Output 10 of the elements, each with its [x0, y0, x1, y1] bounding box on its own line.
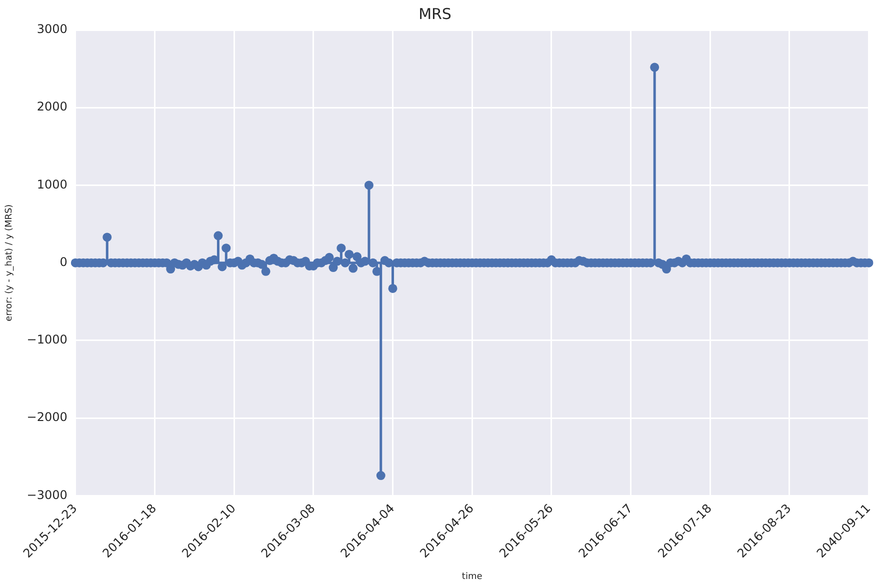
y-tick-label: 0: [60, 254, 68, 269]
y-axis-title: error: (y - y_hat) / y (MRS): [4, 204, 15, 322]
y-tick-label: 3000: [36, 22, 68, 36]
y-tick-label: −2000: [26, 410, 68, 424]
y-tick-label: −1000: [26, 332, 68, 347]
y-tick-label: 1000: [36, 177, 68, 192]
y-tick-label: 2000: [36, 100, 68, 114]
chart-title: MRS: [418, 4, 452, 23]
x-axis-title: time: [462, 572, 483, 582]
y-tick-label: −3000: [26, 488, 68, 502]
